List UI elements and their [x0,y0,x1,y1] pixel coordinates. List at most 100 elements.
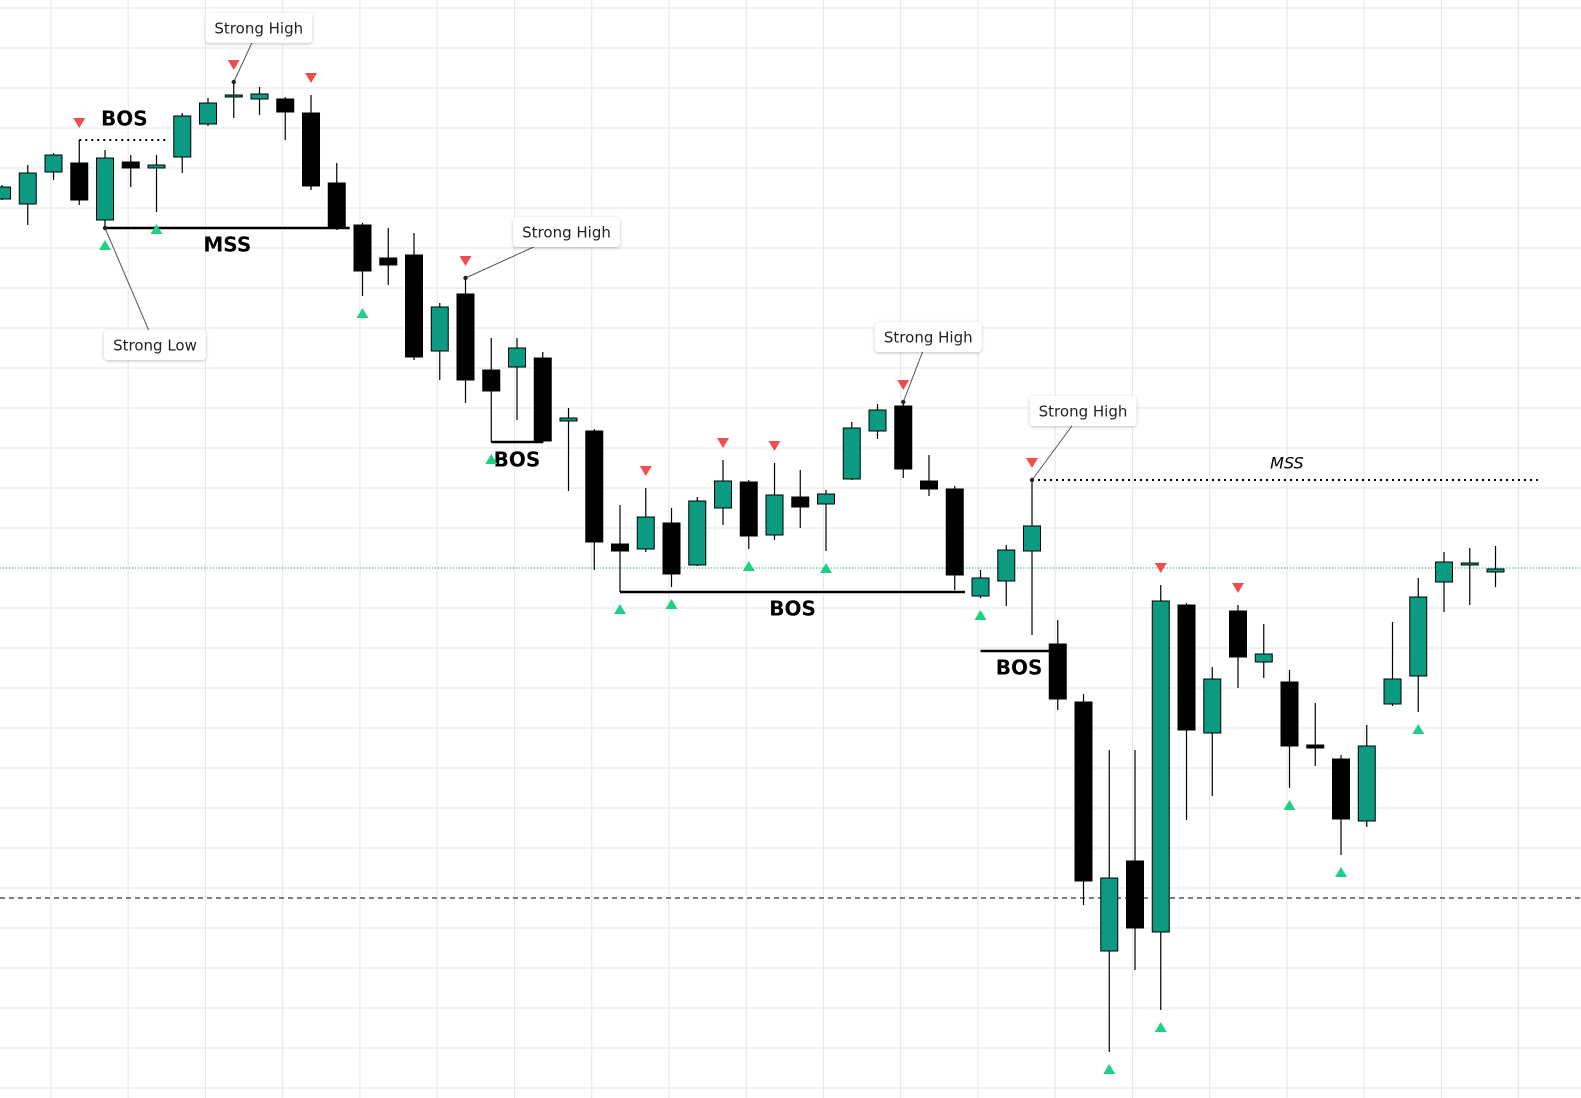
candle-body [791,496,810,508]
swing-low-marker [820,563,833,573]
swing-high-marker [639,466,652,476]
callout-leader [104,227,156,346]
candle-body [327,182,346,229]
candle-body [1306,744,1325,749]
candle-body [1332,758,1351,820]
candle-body [971,577,990,597]
candle-body [585,430,604,543]
swing-low-marker [974,610,987,620]
candle-body [70,162,89,201]
candle-body [714,480,733,509]
candle-body [1177,604,1196,731]
swing-low-marker [742,561,755,571]
callout-dot [901,399,906,405]
swing-low-marker [665,599,678,609]
candle-body [199,102,218,125]
candle-body [765,494,784,536]
candle-body [1486,568,1505,573]
candle-body [868,409,887,432]
swing-high-marker [897,380,910,390]
candle-body [894,405,913,470]
candle-body [0,186,12,200]
structure-label: MSS [203,233,251,257]
callout-dot [102,225,108,231]
swing-low-marker [1103,1064,1116,1074]
callout-dot [231,79,236,85]
candle-body [1023,525,1042,552]
candle-body [1048,643,1067,700]
callout-text: Strong High [884,329,973,347]
candle-body [1074,701,1093,882]
candle-body [945,488,964,576]
candle-body [739,481,758,537]
callout: Strong High [513,217,620,247]
candle-body [842,427,861,480]
candle-body [1435,561,1454,583]
candle-body [379,257,398,266]
candle-body [456,293,475,381]
callout-box [104,330,206,360]
callout-box [1029,396,1137,426]
candle-body [1100,877,1119,952]
swing-low-marker [99,240,112,250]
structure-label: BOS [101,107,148,131]
candle-body [430,306,449,352]
candle-body [1126,860,1145,929]
callout-text: Strong High [214,20,303,38]
candle-body [1460,562,1479,566]
candle-body [1203,678,1222,734]
structure-label: MSS [1270,454,1304,473]
callout: Strong High [874,322,982,352]
swing-low-marker [150,224,163,234]
candle-body [636,516,655,550]
candle-body [121,161,140,169]
callout-dot [463,275,468,281]
candle-body [1383,678,1402,705]
candle-body [147,164,166,169]
candle-body [173,115,192,158]
candle-body [276,98,295,113]
swing-low-marker [1412,724,1425,734]
candle-body [1229,610,1248,658]
callout-text: Strong High [1039,403,1128,421]
candle-body [920,480,939,490]
callout-box [205,13,313,43]
candle-body [96,157,115,221]
callout-box [874,322,982,352]
callout: Strong High [1029,396,1137,426]
candle-body [1357,745,1376,822]
swing-low-marker [485,454,498,464]
callout: Strong Low [104,330,206,360]
structure-label: BOS [769,597,816,621]
candle-body [405,254,424,358]
candle-body [224,94,243,98]
callout-text: Strong Low [113,337,197,355]
swing-low-marker [356,308,369,318]
swing-high-marker [1154,563,1167,573]
candle-body [302,112,321,187]
swing-high-marker [73,118,86,128]
candle-body [1151,600,1170,933]
candle-body [611,543,630,552]
swing-low-marker [614,604,627,614]
candle-body [18,172,37,205]
swing-high-marker [717,438,730,448]
candle-body [44,154,63,173]
candle-body [1280,681,1299,747]
swing-low-marker [1283,800,1296,810]
swing-high-marker [227,60,240,70]
swing-high-marker [768,441,781,451]
swing-high-marker [459,256,472,266]
candle-body [997,549,1016,582]
candle-body [353,224,372,272]
structure-label: BOS [494,448,541,472]
candle-body [559,417,578,422]
swing-low-marker [1154,1022,1167,1032]
swing-low-marker [1335,867,1348,877]
callout-box [513,217,620,247]
candle-body [1409,596,1428,677]
candle-body [1254,653,1273,663]
callout: Strong High [205,13,313,43]
candle-body [533,357,552,442]
